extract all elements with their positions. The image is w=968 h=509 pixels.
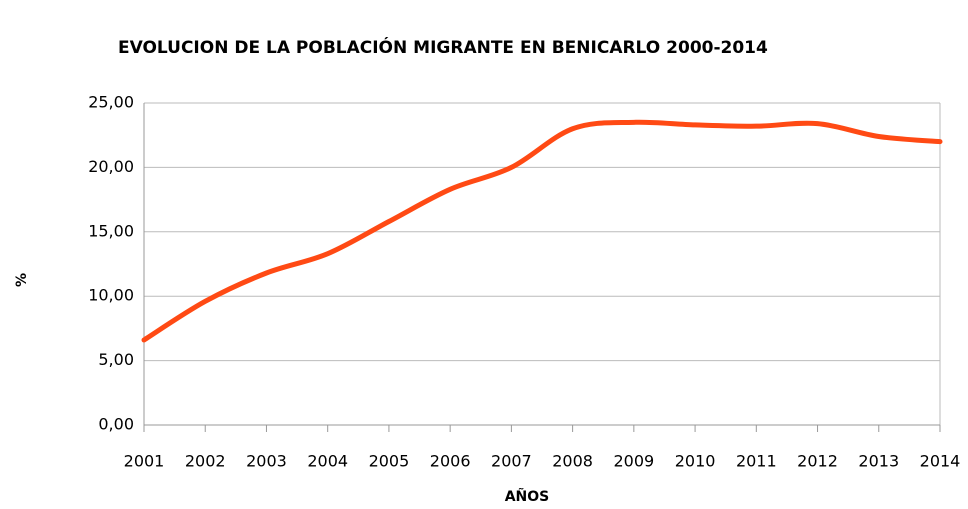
x-tick-label: 2009 (613, 452, 654, 471)
x-tick-label: 2006 (430, 452, 471, 471)
y-tick-label: 15,00 (88, 221, 134, 240)
x-tick-label: 2007 (491, 452, 532, 471)
x-tick-label: 2003 (246, 452, 287, 471)
chart-title: EVOLUCION DE LA POBLACIÓN MIGRANTE EN BE… (118, 36, 768, 58)
x-tick-label: 2013 (858, 452, 899, 471)
y-tick-label: 10,00 (88, 286, 134, 305)
x-tick-label: 2011 (736, 452, 777, 471)
line-series (141, 119, 943, 343)
y-axis-title: % (14, 273, 30, 287)
x-tick-label: 2005 (369, 452, 410, 471)
x-tick-label: 2004 (307, 452, 348, 471)
y-tick-label: 0,00 (98, 415, 134, 434)
y-tick-label: 5,00 (98, 350, 134, 369)
y-tick-label: 20,00 (88, 157, 134, 176)
x-tick-label: 2010 (675, 452, 716, 471)
x-tick-label: 2008 (552, 452, 593, 471)
x-tick-label: 2014 (920, 452, 961, 471)
y-tick-label: 25,00 (88, 93, 134, 112)
x-axis-title: AÑOS (505, 488, 550, 505)
x-tick-label: 2002 (185, 452, 226, 471)
x-tick-label: 2012 (797, 452, 838, 471)
x-tick-label: 2001 (124, 452, 165, 471)
